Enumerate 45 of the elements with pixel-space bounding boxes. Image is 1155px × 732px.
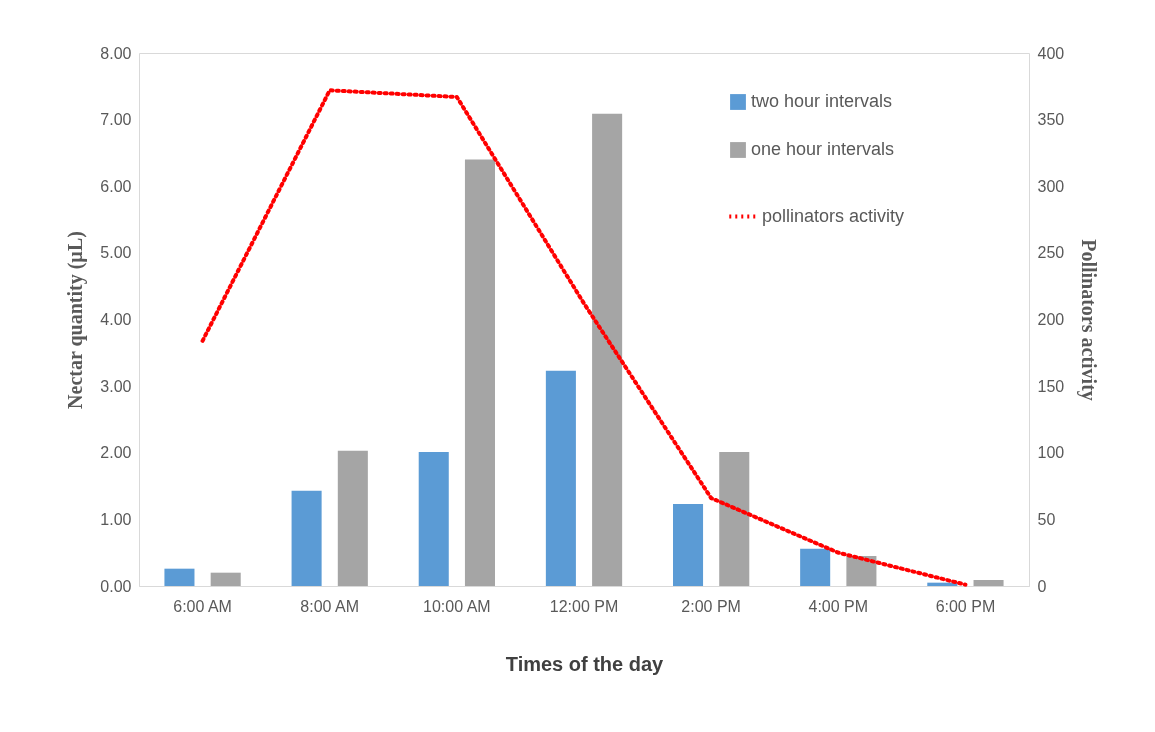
y-tick-label: 5.00 bbox=[100, 244, 132, 262]
y2-tick-label: 350 bbox=[1037, 111, 1065, 129]
y2-tick-label: 50 bbox=[1037, 510, 1056, 528]
bar bbox=[291, 490, 322, 586]
y-tick-label: 3.00 bbox=[100, 377, 132, 395]
y2-tick-label: 250 bbox=[1037, 244, 1065, 262]
legend-label: one hour intervals bbox=[751, 139, 895, 159]
y-axis-title: Nectar quantity (µL) bbox=[64, 231, 88, 409]
y2-tick-label: 400 bbox=[1037, 44, 1065, 62]
bar bbox=[846, 556, 877, 586]
line-series bbox=[200, 88, 968, 587]
x-tick-label: 4:00 PM bbox=[808, 597, 869, 615]
bar bbox=[337, 450, 368, 586]
y2-tick-label: 200 bbox=[1037, 311, 1065, 328]
y2-axis-title: Pollinators activity bbox=[1077, 239, 1101, 401]
y-tick-label: 2.00 bbox=[100, 444, 132, 462]
bar bbox=[210, 572, 241, 586]
bar bbox=[464, 159, 495, 586]
y-tick-label: 8.00 bbox=[100, 44, 132, 62]
y-tick-label: 1.00 bbox=[100, 510, 132, 528]
bar bbox=[164, 568, 195, 586]
x-tick-label: 12:00 PM bbox=[549, 597, 619, 615]
legend-label: two hour intervals bbox=[751, 91, 893, 111]
y-tick-label: 0.00 bbox=[100, 577, 132, 595]
x-tick-label: 10:00 AM bbox=[423, 597, 491, 615]
y2-tick-label: 0 bbox=[1037, 577, 1047, 595]
bar bbox=[800, 548, 831, 586]
bar bbox=[545, 370, 576, 586]
bar bbox=[673, 504, 704, 586]
y-tick-label: 4.00 bbox=[100, 311, 132, 328]
bar bbox=[719, 452, 750, 586]
x-tick-label: 2:00 PM bbox=[681, 597, 741, 615]
y2-tick-label: 100 bbox=[1037, 444, 1065, 462]
y-tick-label: 6.00 bbox=[100, 177, 132, 195]
x-axis-title: Times of the day bbox=[505, 652, 665, 675]
legend-label: pollinators activity bbox=[762, 205, 905, 226]
bar bbox=[418, 452, 449, 586]
bar bbox=[592, 113, 623, 586]
y2-tick-label: 150 bbox=[1037, 377, 1065, 395]
y-tick-label: 7.00 bbox=[100, 111, 132, 129]
x-tick-label: 8:00 AM bbox=[300, 597, 360, 615]
y2-tick-label: 300 bbox=[1037, 177, 1065, 195]
x-tick-label: 6:00 AM bbox=[173, 597, 232, 615]
x-tick-label: 6:00 PM bbox=[935, 597, 996, 615]
bar bbox=[973, 580, 1004, 586]
